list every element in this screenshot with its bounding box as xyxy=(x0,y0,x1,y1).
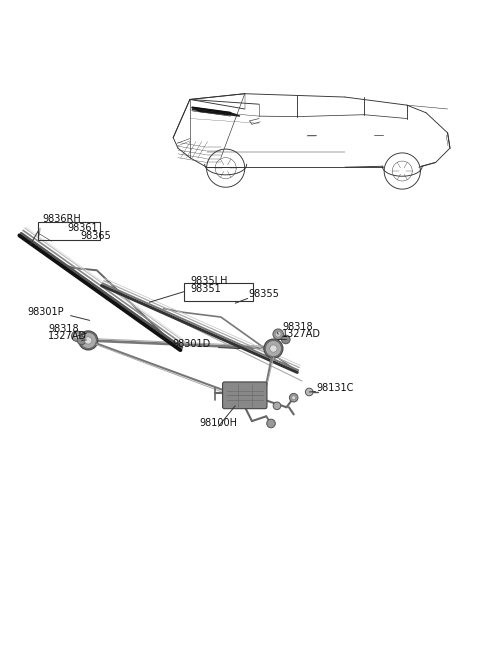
Circle shape xyxy=(276,331,281,337)
Polygon shape xyxy=(192,108,240,116)
Circle shape xyxy=(270,345,277,352)
Circle shape xyxy=(79,331,98,350)
Text: 9835LH: 9835LH xyxy=(190,275,228,286)
Circle shape xyxy=(84,337,92,344)
Text: 98365: 98365 xyxy=(80,231,111,241)
Circle shape xyxy=(80,332,96,349)
FancyBboxPatch shape xyxy=(223,382,267,409)
Text: 1327AD: 1327AD xyxy=(282,329,321,340)
Text: 98355: 98355 xyxy=(249,289,279,299)
Text: 98301D: 98301D xyxy=(172,338,211,349)
Bar xyxy=(184,283,253,301)
Bar xyxy=(38,222,100,240)
Text: 98301P: 98301P xyxy=(28,307,64,317)
Text: 98351: 98351 xyxy=(190,284,221,294)
Circle shape xyxy=(265,340,281,357)
Text: 1327AD: 1327AD xyxy=(48,331,87,342)
Text: 98100H: 98100H xyxy=(199,418,238,428)
Circle shape xyxy=(77,336,86,345)
Circle shape xyxy=(267,419,276,428)
Circle shape xyxy=(289,394,298,402)
Text: 98318: 98318 xyxy=(48,324,79,334)
Circle shape xyxy=(72,331,82,342)
Circle shape xyxy=(292,396,296,399)
Text: 98361: 98361 xyxy=(67,223,98,233)
Circle shape xyxy=(273,402,281,409)
Circle shape xyxy=(305,388,313,396)
Circle shape xyxy=(281,335,290,344)
Circle shape xyxy=(74,333,80,339)
Text: 98131C: 98131C xyxy=(316,383,354,393)
Circle shape xyxy=(264,339,283,358)
Text: 9836RH: 9836RH xyxy=(42,214,81,225)
Text: 98318: 98318 xyxy=(282,323,312,332)
Circle shape xyxy=(273,329,283,340)
